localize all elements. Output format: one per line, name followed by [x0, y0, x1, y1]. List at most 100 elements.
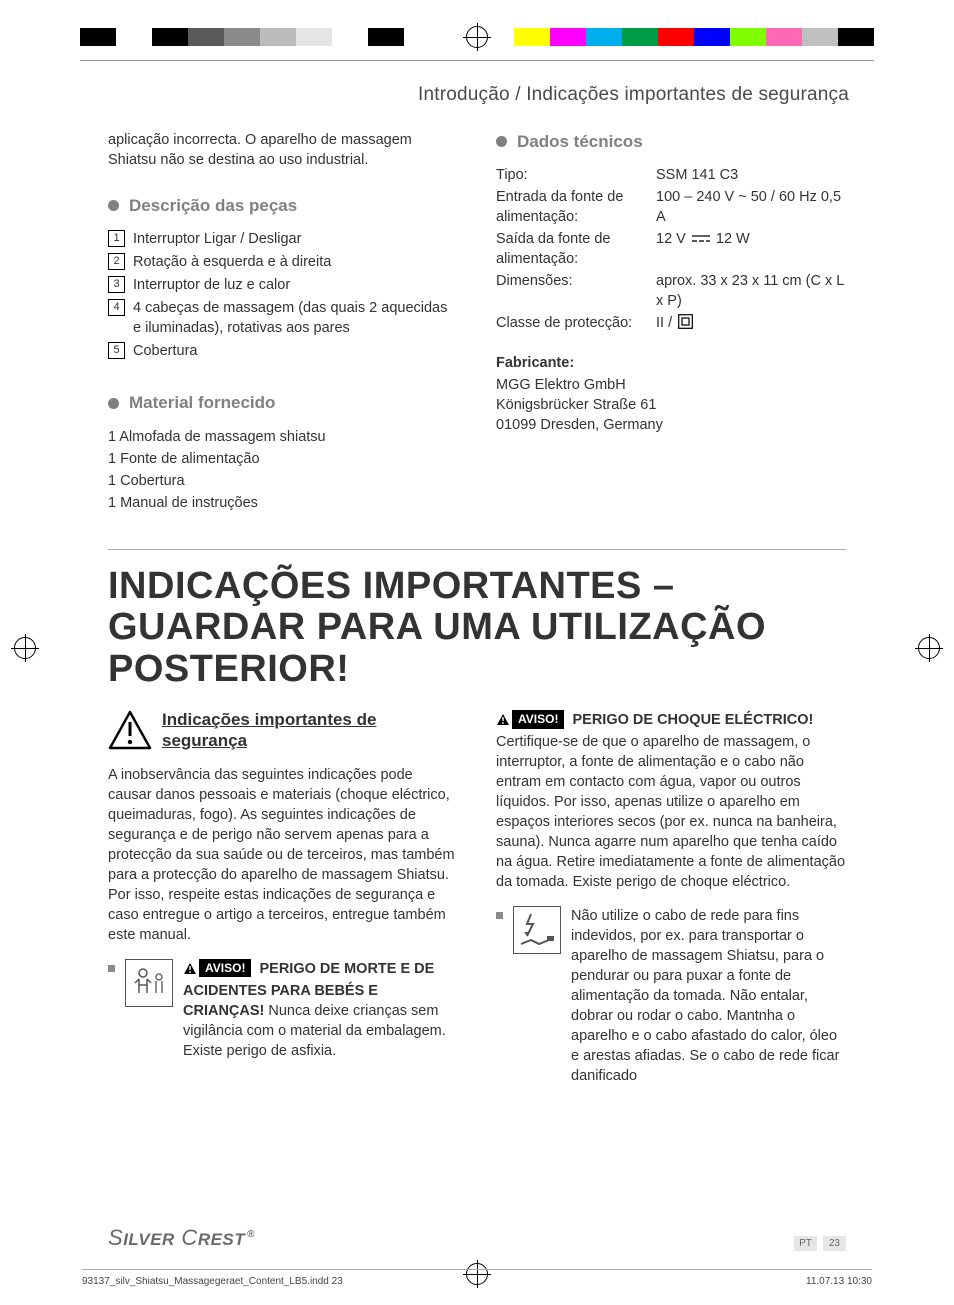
spec-value: 12 V 12 W — [656, 229, 846, 269]
part-number: 5 — [108, 342, 125, 359]
bullet-icon — [108, 200, 119, 211]
parts-list: 1 Interruptor Ligar / Desligar 2 Rotação à … — [108, 229, 458, 361]
print-file: 93137_silv_Shiatsu_Massagegeraet_Content… — [82, 1276, 343, 1287]
supply-item: 1 Manual de instruções — [108, 493, 458, 513]
swatch — [80, 28, 116, 46]
spec-value: II / — [656, 313, 846, 335]
manufacturer: Fabricante: MGG Elektro GmbHKönigsbrücke… — [496, 353, 846, 435]
part-number: 3 — [108, 276, 125, 293]
swatch — [296, 28, 332, 46]
swatch — [658, 28, 694, 46]
swatch — [694, 28, 730, 46]
warning-cord: Não utilize o cabo de rede para fins ind… — [496, 906, 846, 1086]
warning-cord-text: Não utilize o cabo de rede para fins ind… — [571, 906, 846, 1086]
print-colorbar-left — [80, 28, 440, 46]
small-triangle-icon — [496, 712, 510, 732]
swatch — [116, 28, 152, 46]
page-lang: PT — [794, 1236, 817, 1251]
small-triangle-icon — [183, 961, 197, 981]
section-heading: Dados técnicos — [496, 130, 846, 153]
swatch — [766, 28, 802, 46]
spec-key: Saída da fonte de alimentação: — [496, 229, 656, 269]
swatch — [802, 28, 838, 46]
parts-item: 1 Interruptor Ligar / Desligar — [108, 229, 458, 249]
swatch — [368, 28, 404, 46]
cord-hazard-icon — [513, 906, 561, 954]
part-label: Interruptor de luz e calor — [133, 275, 458, 295]
brand-logo: SILVER CREST® — [108, 1225, 255, 1251]
bullet-icon — [496, 136, 507, 147]
parts-item: 2 Rotação à esquerda e à direita — [108, 252, 458, 272]
spec-value: 100 – 240 V ~ 50 / 60 Hz 0,5 A — [656, 187, 846, 227]
part-label: Interruptor Ligar / Desligar — [133, 229, 458, 249]
safety-col-right: AVISO! PERIGO DE CHOQUE ELÉCTRICO! Certi… — [496, 690, 846, 1086]
main-warning-heading: INDICAÇÕES IMPORTANTES – GUARDAR PARA UM… — [108, 549, 846, 690]
part-number: 1 — [108, 230, 125, 247]
supply-list: 1 Almofada de massagem shiatsu1 Fonte de… — [108, 427, 458, 513]
warning-children: AVISO! PERIGO DE MORTE E DE ACIDENTES PA… — [108, 959, 458, 1061]
swatch — [188, 28, 224, 46]
spec-value: SSM 141 C3 — [656, 165, 846, 185]
safety-col-left: Indicações importantes de segurança A in… — [108, 690, 458, 1086]
page-number: PT 23 — [794, 1236, 846, 1251]
part-label: 4 cabeças de massagem (das quais 2 aquec… — [133, 298, 458, 338]
class2-symbol-icon — [678, 314, 693, 335]
column-left: aplicação incorrecta. O aparelho de mass… — [108, 130, 458, 515]
section-heading-text: Descrição das peças — [129, 194, 297, 217]
swatch — [260, 28, 296, 46]
supply-item: 1 Almofada de massagem shiatsu — [108, 427, 458, 447]
swatch — [332, 28, 368, 46]
section-heading-text: Dados técnicos — [517, 130, 643, 153]
part-label: Rotação à esquerda e à direita — [133, 252, 458, 272]
safety-heading: Indicações importantes de segurança — [162, 710, 458, 751]
manufacturer-lines: MGG Elektro GmbHKönigsbrücker Straße 610… — [496, 375, 846, 435]
section-heading: Material fornecido — [108, 391, 458, 414]
spec-key: Dimensões: — [496, 271, 656, 311]
warning-bold: PERIGO DE CHOQUE ELÉCTRICO! — [572, 712, 813, 728]
swatch — [514, 28, 550, 46]
registration-mark-icon — [14, 637, 36, 659]
aviso-badge: AVISO! — [199, 959, 251, 978]
section-supply: Material fornecido 1 Almofada de massage… — [108, 391, 458, 512]
print-slug: 93137_silv_Shiatsu_Massagegeraet_Content… — [82, 1269, 872, 1287]
swatch — [224, 28, 260, 46]
swatch — [152, 28, 188, 46]
section-parts: Descrição das peças 1 Interruptor Ligar /… — [108, 194, 458, 361]
section-heading: Descrição das peças — [108, 194, 458, 217]
spec-value: aprox. 33 x 23 x 11 cm (C x L x P) — [656, 271, 846, 311]
spec-key: Tipo: — [496, 165, 656, 185]
top-rule — [80, 60, 874, 61]
page: Introdução / Indicações importantes de s… — [0, 0, 954, 1305]
part-number: 2 — [108, 253, 125, 270]
manufacturer-heading: Fabricante: — [496, 353, 846, 373]
list-bullet-icon — [496, 912, 503, 919]
print-colorbar-right — [514, 28, 874, 46]
swatch — [550, 28, 586, 46]
warning-shock: AVISO! PERIGO DE CHOQUE ELÉCTRICO! Certi… — [496, 710, 846, 892]
page-content: aplicação incorrecta. O aparelho de mass… — [108, 130, 846, 1086]
manufacturer-line: Königsbrücker Straße 61 — [496, 395, 846, 415]
spec-key: Entrada da fonte de alimentação: — [496, 187, 656, 227]
parts-item: 3 Interruptor de luz e calor — [108, 275, 458, 295]
warning-triangle-icon — [108, 710, 152, 750]
spec-key: Classe de protecção: — [496, 313, 656, 335]
spec-value-text: II / — [656, 315, 676, 331]
part-number: 4 — [108, 299, 125, 316]
child-hazard-icon — [125, 959, 173, 1007]
bullet-icon — [108, 398, 119, 409]
warning-text: Certifique-se de que o aparelho de massa… — [496, 734, 845, 890]
print-date: 11.07.13 10:30 — [806, 1276, 872, 1287]
manufacturer-line: 01099 Dresden, Germany — [496, 415, 846, 435]
spec-table: Tipo:SSM 141 C3 Entrada da fonte de alim… — [496, 165, 846, 335]
swatch — [622, 28, 658, 46]
parts-item: 4 4 cabeças de massagem (das quais 2 aque… — [108, 298, 458, 338]
manufacturer-line: MGG Elektro GmbH — [496, 375, 846, 395]
parts-item: 5 Cobertura — [108, 341, 458, 361]
safety-intro-text: A inobservância das seguintes indicações… — [108, 765, 458, 945]
supply-item: 1 Cobertura — [108, 471, 458, 491]
column-right: Dados técnicos Tipo:SSM 141 C3 Entrada d… — [496, 130, 846, 515]
registration-mark-icon — [466, 26, 488, 48]
section-heading-text: Material fornecido — [129, 391, 275, 414]
aviso-badge: AVISO! — [512, 710, 564, 729]
part-label: Cobertura — [133, 341, 458, 361]
